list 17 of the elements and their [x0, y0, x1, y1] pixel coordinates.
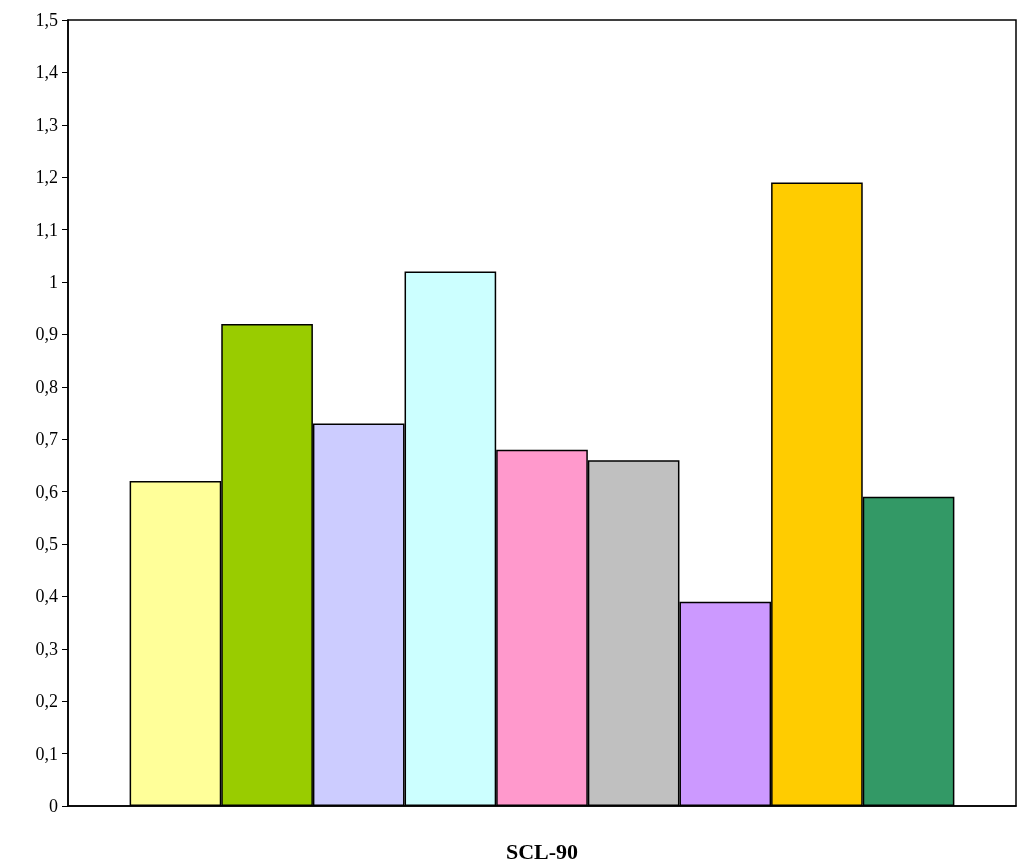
y-tick-label: 1,2: [35, 167, 58, 188]
y-tick-label: 0,5: [35, 534, 58, 554]
y-tick-label: 1,3: [35, 114, 58, 135]
y-tick-label: 1: [49, 272, 58, 292]
y-tick-label: 0,9: [35, 324, 58, 345]
y-tick-label: 1,4: [35, 62, 58, 83]
y-tick-label: 0,2: [35, 691, 58, 712]
y-tick-label: 0,8: [35, 376, 58, 397]
y-tick-label: 1,5: [35, 10, 58, 30]
y-tick-label: 0,7: [35, 429, 58, 450]
y-tick-label: 0,4: [35, 586, 58, 607]
y-tick-label: 0: [49, 796, 58, 816]
y-tick-label: 1,1: [35, 219, 58, 240]
y-tick-label: 0,6: [35, 481, 58, 502]
y-tick-label: 0,1: [35, 743, 58, 764]
y-tick-label: 0,3: [35, 638, 58, 659]
x-tick-label: SCL-90: [505, 838, 579, 864]
